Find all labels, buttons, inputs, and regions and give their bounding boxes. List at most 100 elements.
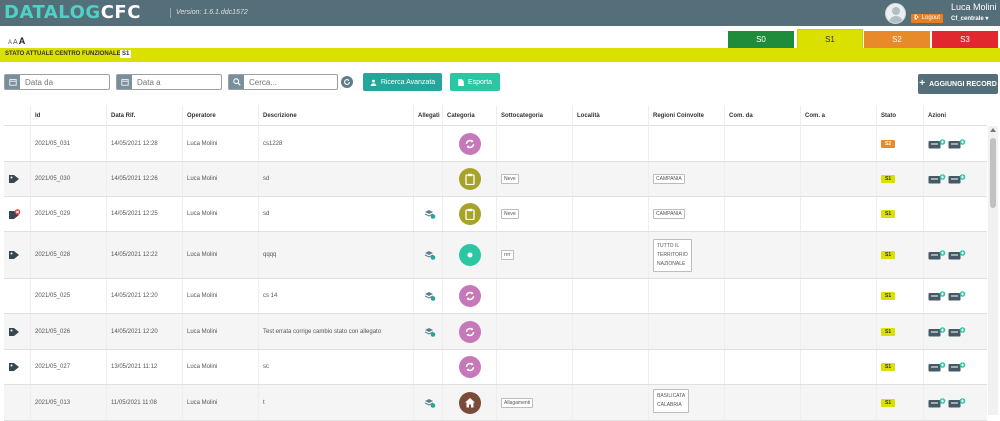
add-note-icon[interactable] [948,397,966,408]
attachment-icon[interactable] [424,398,436,408]
add-note-icon[interactable] [948,138,966,149]
column-header-descrizione[interactable]: Descrizione [258,106,413,126]
refresh-category-icon [458,356,481,378]
search-input[interactable] [249,76,334,88]
table-row[interactable]: 2021/05_028 14/05/2021 12:22 Luca Molini qq… [4,232,987,279]
cell-category [442,279,496,313]
edit-record-icon[interactable] [928,291,946,301]
edit-record-icon[interactable] [928,174,946,184]
column-header-allegati[interactable]: Allegati [413,106,442,126]
cell-category [442,385,496,420]
export-label: Esporta [467,78,493,86]
advanced-search-button[interactable]: Ricerca Avanzata [363,73,442,91]
tab-state-s1[interactable]: S1 [797,29,863,49]
cell-state: S1 [876,279,923,313]
tag-removed-icon[interactable] [8,208,21,220]
column-header-regioni-coinvolte[interactable]: Regioni Coinvolte [648,106,724,126]
attachment-icon[interactable] [424,291,436,301]
attachment-icon[interactable] [424,250,436,260]
table-row[interactable]: 2021/05_030 14/05/2021 12:26 Luca Molini sd… [4,162,987,197]
tab-state-s3[interactable]: S3 [932,31,998,48]
attachment-icon[interactable] [424,327,436,337]
clipboard-category-icon [458,203,481,225]
cell-actions [923,314,987,349]
status-bar: STATO ATTUALE CENTRO FUNZIONALE S1 [0,48,1000,62]
column-header-localit[interactable]: Località [572,106,648,126]
add-note-icon[interactable] [948,291,966,301]
search-field[interactable] [228,74,338,90]
table-row[interactable]: 2021/05_031 14/05/2021 12:28 Luca Molini cs… [4,126,987,162]
cell-operator: Luca Molini [182,350,258,384]
edit-record-icon[interactable] [928,362,946,372]
cell-date: 14/05/2021 12:28 [106,126,182,161]
font-medium-button[interactable]: A [13,39,18,46]
row-tag-cell [4,197,30,231]
table-row[interactable]: 2021/05_027 13/05/2021 11:12 Luca Molini sc… [4,350,987,385]
cell-com-from [724,350,800,384]
tab-state-s2[interactable]: S2 [864,31,930,48]
scroll-up-arrow[interactable] [990,128,996,132]
table-row[interactable]: 2021/05_025 14/05/2021 12:20 Luca Molini cs… [4,279,987,314]
date-from-field[interactable] [4,74,110,90]
avatar[interactable] [885,3,906,24]
date-from-input[interactable] [25,76,105,88]
profile-dropdown[interactable]: Cf_centrale ▾ [951,16,989,22]
tag-icon[interactable] [8,362,20,372]
tag-icon[interactable] [8,327,20,337]
add-record-button[interactable]: + AGGIUNGI RECORD [918,74,998,94]
column-header-com-da[interactable]: Com. da [724,106,800,126]
column-header-stato[interactable]: Stato [876,106,923,126]
column-header-operatore[interactable]: Operatore [182,106,258,126]
font-small-button[interactable]: A [8,40,13,46]
column-header-azioni[interactable]: Azioni [923,106,987,126]
column-header-data-rif[interactable]: Data Rif. [106,106,182,126]
tab-state-s0[interactable]: S0 [728,31,794,48]
column-header-id[interactable]: Id [30,106,106,126]
vertical-scrollbar[interactable] [988,126,998,415]
edit-record-icon[interactable] [928,397,946,408]
table-row[interactable]: 2021/05_013 11/05/2021 11:08 Luca Molini t A… [4,385,987,421]
date-to-field[interactable] [116,74,222,90]
state-badge: S1 [881,327,896,336]
date-to-input[interactable] [137,76,217,88]
column-header-categoria[interactable]: Categoria [442,106,496,126]
username: Luca Molini [951,2,997,12]
add-note-icon[interactable] [948,174,966,184]
scrollbar-thumb[interactable] [990,138,996,208]
region-label: TERRITORIO [657,251,688,258]
attachment-icon[interactable] [424,209,436,219]
cell-subcategory: Allagamenti [496,385,572,420]
table-row[interactable]: 2021/05_029 14/05/2021 12:25 Luca Molini sd… [4,197,987,232]
row-tag-cell [4,350,30,384]
state-badge: S1 [881,210,896,218]
font-large-button[interactable]: A [18,36,26,46]
reset-filters-button[interactable] [341,76,353,88]
column-header-com-a[interactable]: Com. a [800,106,876,126]
edit-record-icon[interactable] [928,250,946,260]
cell-category [442,197,496,231]
add-note-icon[interactable] [948,326,966,337]
cell-attachments [413,350,442,384]
column-header-sottocategoria[interactable]: Sottocategoria [496,106,572,126]
cell-com-to [800,232,876,278]
logout-button[interactable]: Logout [911,14,944,23]
add-note-icon[interactable] [948,362,966,372]
edit-record-icon[interactable] [928,326,946,337]
state-badge: S2 [881,139,896,148]
add-note-icon[interactable] [948,250,966,260]
cell-category [442,126,496,161]
cell-date: 14/05/2021 12:26 [106,162,182,196]
app-logo[interactable]: DATALOGCFC [4,2,141,23]
row-tag-cell [4,126,30,161]
table-row[interactable]: 2021/05_026 14/05/2021 12:20 Luca Molini Te… [4,314,987,350]
cell-regions: BASILICATA CALABRIA [648,385,724,420]
tag-icon[interactable] [8,174,20,184]
cell-date: 13/05/2021 11:12 [106,350,182,384]
export-button[interactable]: Esporta [450,73,500,91]
edit-record-icon[interactable] [928,138,946,149]
search-icon [229,75,244,89]
refresh-icon [344,78,350,85]
cell-com-to [800,350,876,384]
tag-icon[interactable] [8,250,20,260]
cell-id: 2021/05_029 [30,197,106,231]
